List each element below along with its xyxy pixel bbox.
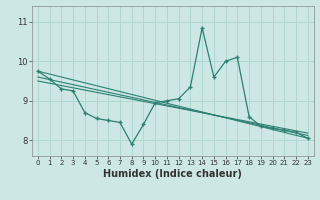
X-axis label: Humidex (Indice chaleur): Humidex (Indice chaleur) — [103, 169, 242, 179]
